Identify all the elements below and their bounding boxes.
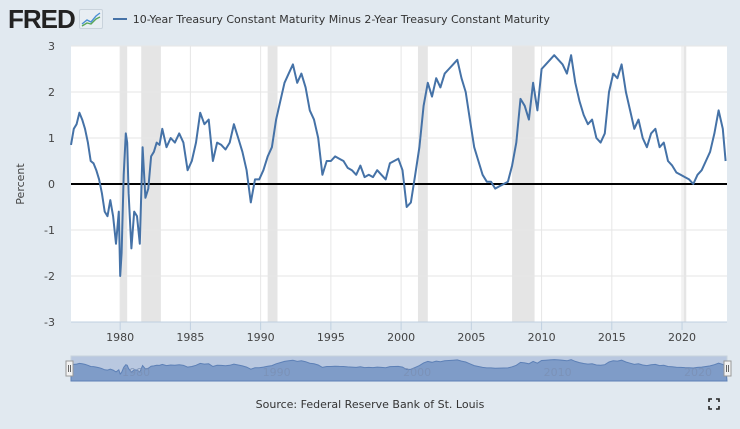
x-tick-label: 2020	[668, 331, 696, 344]
y-tick-label: 3	[48, 40, 55, 53]
fred-logo[interactable]: FRED	[8, 4, 76, 34]
x-tick-label: 1990	[247, 331, 275, 344]
navigator-area	[70, 359, 728, 382]
x-tick-label: 2010	[528, 331, 556, 344]
navigator-tick-label: 2000	[403, 366, 431, 379]
navigator-handle-right[interactable]	[723, 360, 732, 377]
x-tick-label: 1985	[176, 331, 204, 344]
source-note: Source: Federal Reserve Bank of St. Loui…	[255, 398, 485, 411]
y-tick-label: -2	[44, 270, 55, 283]
x-tick-label: 1980	[106, 331, 134, 344]
series-line	[70, 54, 727, 277]
x-tick-label: 2015	[598, 331, 626, 344]
legend-item[interactable]: 10-Year Treasury Constant Maturity Minus…	[112, 12, 550, 26]
navigator-handle-left[interactable]	[65, 360, 74, 377]
y-tick-label: -1	[44, 224, 55, 237]
navigator[interactable]: 1980 1990 2000 2010 2020	[65, 355, 732, 382]
navigator-tick-label: 1980	[122, 366, 150, 379]
fullscreen-icon[interactable]	[708, 398, 720, 410]
legend-label: 10-Year Treasury Constant Maturity Minus…	[132, 12, 550, 26]
y-tick-label: 1	[48, 132, 55, 145]
y-tick-label: 2	[48, 86, 55, 99]
y-tick-label: -3	[44, 316, 55, 329]
legend-swatch	[112, 18, 127, 20]
y-axis-label: Percent	[14, 163, 27, 205]
chart-header: FRED 10-Year Treasury Constant Maturity …	[8, 4, 550, 34]
x-tick-label: 2000	[387, 331, 415, 344]
fred-graph-icon	[78, 9, 103, 29]
x-tick-label: 1995	[317, 331, 345, 344]
navigator-tick-label: 2020	[684, 366, 712, 379]
x-tick-label: 2005	[457, 331, 485, 344]
navigator-tick-label: 1990	[263, 366, 291, 379]
y-tick-label: 0	[48, 178, 55, 191]
navigator-tick-label: 2010	[544, 366, 572, 379]
